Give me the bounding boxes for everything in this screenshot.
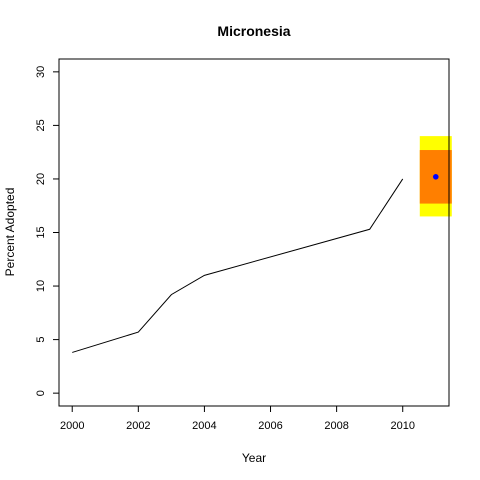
plot-frame [58,58,450,407]
x-tick-label: 2010 [390,420,414,432]
projection-point [432,174,439,180]
y-tick-label: 10 [35,280,47,292]
x-tick-label: 2008 [324,420,348,432]
series-line [72,178,404,353]
x-tick-label: 2006 [258,420,282,432]
x-tick-label: 2004 [192,420,216,432]
x-tick-label: 2000 [60,420,84,432]
projection-layer [419,136,452,217]
y-axis: 0 5 10 15 20 25 30 [35,66,60,396]
y-axis-label: Percent Adopted [3,188,17,277]
y-tick-label: 20 [35,173,47,185]
x-axis: 2000 2002 2004 2006 2008 2010 [60,405,415,432]
y-tick-label: 15 [35,226,47,238]
y-tick-label: 5 [35,337,47,343]
y-tick-label: 25 [35,119,47,131]
series-layer [72,178,404,353]
x-axis-label: Year [242,451,266,465]
y-tick-label: 0 [35,390,47,396]
y-tick-label: 30 [35,66,47,78]
chart-title: Micronesia [217,23,290,39]
x-tick-label: 2002 [126,420,150,432]
